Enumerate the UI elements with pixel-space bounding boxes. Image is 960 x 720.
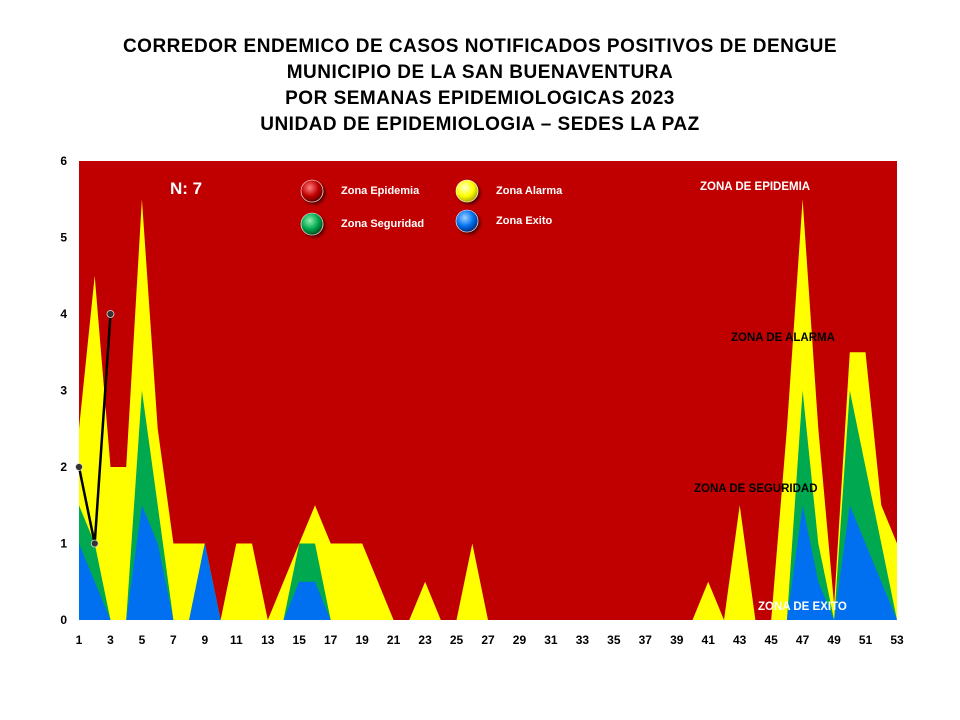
- y-tick-label: 6: [60, 154, 67, 168]
- x-tick-label: 23: [418, 633, 432, 647]
- x-tick-label: 9: [202, 633, 209, 647]
- x-tick-label: 3: [107, 633, 114, 647]
- x-tick-label: 27: [481, 633, 495, 647]
- cases-point: [106, 310, 115, 318]
- x-tick-label: 15: [293, 633, 307, 647]
- x-tick-label: 41: [702, 633, 716, 647]
- x-tick-label: 1: [76, 633, 83, 647]
- legend-item-exito: Zona Exito: [455, 209, 553, 233]
- x-tick-label: 21: [387, 633, 401, 647]
- x-tick-label: 13: [261, 633, 275, 647]
- legend-label-seguridad: Zona Seguridad: [341, 218, 424, 230]
- x-tick-label: 7: [170, 633, 177, 647]
- y-tick-label: 4: [60, 307, 67, 321]
- title-line-3: POR SEMANAS EPIDEMIOLOGICAS 2023: [285, 88, 675, 109]
- title-line-4: UNIDAD DE EPIDEMIOLOGIA – SEDES LA PAZ: [260, 114, 700, 135]
- x-tick-label: 35: [607, 633, 621, 647]
- chart-title: CORREDOR ENDEMICO DE CASOS NOTIFICADOS P…: [0, 34, 960, 138]
- legend-label-exito: Zona Exito: [496, 215, 553, 227]
- x-tick-label: 47: [796, 633, 810, 647]
- title-line-1: CORREDOR ENDEMICO DE CASOS NOTIFICADOS P…: [122, 36, 838, 57]
- title-line-2: MUNICIPIO DE LA SAN BUENAVENTURA: [286, 62, 674, 83]
- zone-exito-area: [79, 505, 897, 620]
- zone-label-alarma: ZONA DE ALARMA: [731, 332, 835, 344]
- x-tick-label: 49: [827, 633, 841, 647]
- x-tick-label: 33: [576, 633, 590, 647]
- y-tick-label: 5: [60, 231, 67, 245]
- x-tick-label: 37: [639, 633, 653, 647]
- legend-item-alarma: Zona Alarma: [455, 179, 563, 203]
- n-count-label: N: 7: [170, 179, 202, 198]
- legend-label-epidemia: Zona Epidemia: [341, 185, 420, 197]
- x-tick-label: 17: [324, 633, 338, 647]
- cases-point: [90, 539, 99, 548]
- x-tick-label: 31: [544, 633, 558, 647]
- y-tick-label: 3: [60, 384, 67, 398]
- x-tick-label: 25: [450, 633, 464, 647]
- legend-marker-epidemia: [300, 179, 324, 203]
- legend-marker-exito: [455, 209, 479, 233]
- cases-point: [75, 463, 83, 471]
- legend-marker-seguridad: [300, 212, 324, 236]
- x-tick-label: 51: [859, 633, 873, 647]
- x-tick-label: 29: [513, 633, 527, 647]
- legend-item-epidemia: Zona Epidemia: [300, 179, 420, 203]
- legend-label-alarma: Zona Alarma: [496, 185, 563, 197]
- legend-item-seguridad: Zona Seguridad: [300, 212, 424, 236]
- x-tick-label: 19: [355, 633, 369, 647]
- x-tick-label: 39: [670, 633, 684, 647]
- x-tick-label: 11: [230, 633, 243, 647]
- zone-label-exito: ZONA DE EXITO: [758, 601, 847, 613]
- x-tick-label: 43: [733, 633, 747, 647]
- y-tick-label: 1: [60, 537, 67, 551]
- legend-marker-alarma: [455, 179, 479, 203]
- y-tick-label: 2: [60, 460, 67, 474]
- x-tick-label: 45: [764, 633, 778, 647]
- y-tick-label: 0: [60, 613, 67, 627]
- zone-epidemia-area: [79, 161, 897, 620]
- x-tick-label: 5: [139, 633, 146, 647]
- x-tick-label: 53: [890, 633, 904, 647]
- zone-label-seguridad: ZONA DE SEGURIDAD: [694, 483, 818, 495]
- zone-label-epidemia: ZONA DE EPIDEMIA: [700, 181, 810, 193]
